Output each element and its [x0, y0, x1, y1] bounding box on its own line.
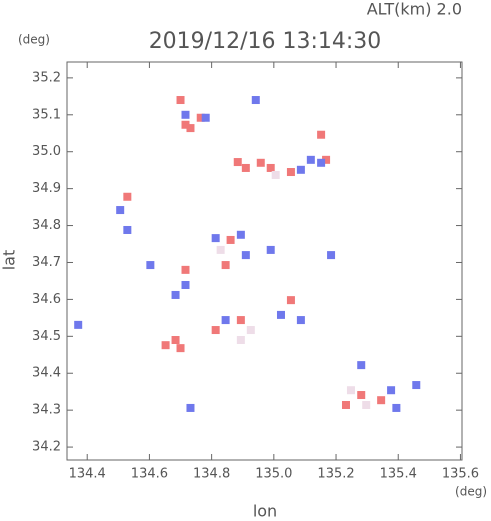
radar-echo: [266, 163, 275, 172]
radar-echo: [236, 336, 245, 345]
radar-echo: [181, 110, 190, 119]
x-axis-label: lon: [253, 502, 277, 521]
radar-echo: [357, 391, 366, 400]
y-axis-label: lat: [0, 250, 19, 271]
x-tick-label: 135.4: [380, 467, 417, 482]
radar-echo: [241, 163, 250, 172]
y-tick-label: 35.0: [32, 144, 61, 159]
radar-echo: [266, 245, 275, 254]
x-tick-label: 134.8: [193, 467, 230, 482]
y-tick-label: 34.8: [32, 218, 61, 233]
x-tick-label: 134.6: [131, 467, 168, 482]
radar-echo: [211, 326, 220, 335]
radar-echo: [233, 158, 242, 167]
radar-echo: [201, 113, 210, 122]
radar-echo: [236, 316, 245, 325]
radar-echo: [181, 280, 190, 289]
radar-echo: [226, 235, 235, 244]
radar-echo: [221, 316, 230, 325]
radar-echo: [296, 316, 305, 325]
radar-echo: [286, 168, 295, 177]
radar-echo: [146, 261, 155, 270]
radar-echo: [276, 310, 285, 319]
radar-echo: [196, 113, 205, 122]
radar-echo: [306, 155, 315, 164]
y-tick-label: 34.3: [32, 403, 61, 418]
radar-echo: [241, 251, 250, 260]
radar-echo: [211, 234, 220, 243]
radar-echo: [221, 261, 230, 270]
radar-echo: [322, 155, 331, 164]
radar-echo: [286, 296, 295, 305]
radar-echo: [186, 403, 195, 412]
radar-echo: [236, 230, 245, 239]
x-tick-label: 134.4: [69, 467, 106, 482]
y-tick-label: 35.1: [32, 107, 61, 122]
radar-echo: [171, 336, 180, 345]
radar-echo: [176, 96, 185, 105]
radar-echo: [171, 290, 180, 299]
radar-echo: [181, 265, 190, 274]
radar-echo: [392, 403, 401, 412]
y-tick-label: 34.5: [32, 329, 61, 344]
radar-echo: [296, 165, 305, 174]
y-tick-label: 34.2: [32, 440, 61, 455]
y-tick-label: 35.2: [32, 70, 61, 85]
radar-echo: [362, 400, 371, 409]
radar-echo: [246, 326, 255, 335]
radar-echo: [251, 96, 260, 105]
radar-echo: [123, 192, 132, 201]
x-tick-label: 135.2: [317, 467, 354, 482]
chart-title: 2019/12/16 13:14:30: [149, 29, 382, 54]
radar-echo: [271, 170, 280, 179]
plot-frame: [66, 61, 463, 461]
radar-echo: [256, 158, 265, 167]
x-unit: (deg): [455, 485, 487, 499]
radar-echo: [317, 158, 326, 167]
radar-echo: [123, 225, 132, 234]
radar-echo: [186, 124, 195, 133]
y-tick-label: 34.9: [32, 181, 61, 196]
radar-echo: [357, 361, 366, 370]
x-tick-label: 135.6: [442, 467, 479, 482]
radar-echo: [176, 344, 185, 353]
radar-echo: [216, 245, 225, 254]
y-tick-label: 34.7: [32, 255, 61, 270]
radar-echo: [387, 386, 396, 395]
radar-echo: [327, 251, 336, 260]
radar-echo: [341, 400, 350, 409]
y-tick-label: 34.4: [32, 366, 61, 381]
radar-echo: [116, 206, 125, 215]
altitude-label: ALT(km) 2.0: [367, 0, 462, 19]
radar-echo: [181, 120, 190, 129]
x-tick-label: 135.0: [255, 467, 292, 482]
radar-echo: [412, 381, 421, 390]
radar-echo: [317, 130, 326, 139]
radar-echo: [161, 341, 170, 350]
y-unit: (deg): [18, 33, 50, 47]
radar-echo: [377, 396, 386, 405]
radar-echo: [346, 386, 355, 395]
y-tick-label: 34.6: [32, 292, 61, 307]
radar-echo: [74, 320, 83, 329]
